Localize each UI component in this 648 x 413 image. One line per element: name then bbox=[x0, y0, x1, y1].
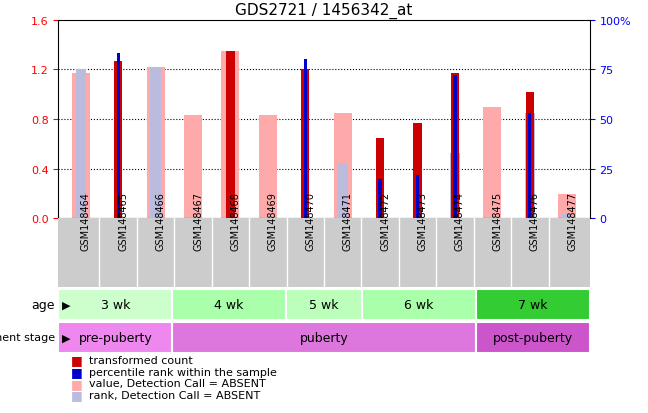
Bar bbox=[72, 74, 90, 219]
Text: post-puberty: post-puberty bbox=[492, 331, 573, 344]
Text: GSM148477: GSM148477 bbox=[567, 192, 577, 250]
Bar bbox=[562, 215, 572, 219]
Bar bbox=[184, 116, 202, 219]
Bar bbox=[304, 60, 307, 219]
Bar bbox=[528, 114, 531, 219]
Text: GSM148475: GSM148475 bbox=[492, 192, 502, 250]
Title: GDS2721 / 1456342_at: GDS2721 / 1456342_at bbox=[235, 3, 413, 19]
Bar bbox=[483, 107, 502, 219]
Bar bbox=[413, 123, 422, 219]
Bar bbox=[451, 74, 459, 219]
Bar bbox=[476, 322, 590, 353]
Text: development stage: development stage bbox=[0, 332, 55, 343]
Text: ▶: ▶ bbox=[55, 299, 71, 310]
Text: ■: ■ bbox=[71, 365, 83, 378]
Text: 3 wk: 3 wk bbox=[100, 298, 130, 311]
Text: GSM148464: GSM148464 bbox=[81, 192, 91, 250]
Bar bbox=[150, 68, 161, 219]
Text: GSM148467: GSM148467 bbox=[193, 192, 203, 250]
Text: value, Detection Call = ABSENT: value, Detection Call = ABSENT bbox=[89, 378, 266, 388]
Text: 5 wk: 5 wk bbox=[309, 298, 339, 311]
Bar bbox=[58, 322, 172, 353]
Bar bbox=[286, 289, 362, 320]
Bar bbox=[376, 138, 384, 219]
Text: 6 wk: 6 wk bbox=[404, 298, 434, 311]
Bar bbox=[114, 62, 122, 219]
Bar bbox=[454, 76, 457, 219]
Bar bbox=[172, 289, 286, 320]
Bar bbox=[416, 175, 419, 219]
Text: ■: ■ bbox=[71, 377, 83, 390]
Text: ▶: ▶ bbox=[55, 332, 71, 343]
Bar bbox=[450, 154, 460, 219]
Bar bbox=[558, 194, 576, 219]
Bar bbox=[525, 114, 535, 219]
Text: ■: ■ bbox=[71, 388, 83, 401]
Text: GSM148476: GSM148476 bbox=[530, 192, 540, 250]
Bar bbox=[526, 93, 534, 219]
Text: GSM148471: GSM148471 bbox=[343, 192, 353, 250]
Text: transformed count: transformed count bbox=[89, 355, 193, 365]
Bar bbox=[301, 70, 309, 219]
Text: pre-puberty: pre-puberty bbox=[78, 331, 152, 344]
Text: GSM148473: GSM148473 bbox=[417, 192, 428, 250]
Text: rank, Detection Call = ABSENT: rank, Detection Call = ABSENT bbox=[89, 390, 260, 400]
Text: GSM148465: GSM148465 bbox=[118, 192, 128, 250]
Text: GSM148470: GSM148470 bbox=[305, 192, 316, 250]
Text: GSM148469: GSM148469 bbox=[268, 192, 278, 250]
Bar bbox=[117, 55, 120, 219]
Text: GSM148468: GSM148468 bbox=[231, 192, 240, 250]
Bar bbox=[146, 68, 165, 219]
Bar bbox=[76, 70, 86, 219]
Bar bbox=[378, 179, 382, 219]
Bar bbox=[259, 116, 277, 219]
Bar bbox=[58, 289, 172, 320]
Text: puberty: puberty bbox=[299, 331, 349, 344]
Bar bbox=[334, 114, 352, 219]
Text: ■: ■ bbox=[71, 354, 83, 367]
Text: GSM148472: GSM148472 bbox=[380, 192, 390, 250]
Text: percentile rank within the sample: percentile rank within the sample bbox=[89, 367, 277, 377]
Bar bbox=[476, 289, 590, 320]
Text: age: age bbox=[32, 298, 55, 311]
Text: 4 wk: 4 wk bbox=[214, 298, 244, 311]
Text: GSM148466: GSM148466 bbox=[156, 192, 166, 250]
Bar bbox=[172, 322, 476, 353]
Text: GSM148474: GSM148474 bbox=[455, 192, 465, 250]
Bar bbox=[362, 289, 476, 320]
Text: 7 wk: 7 wk bbox=[518, 298, 548, 311]
Bar bbox=[338, 164, 348, 219]
Bar bbox=[226, 52, 235, 219]
Bar bbox=[222, 52, 239, 219]
